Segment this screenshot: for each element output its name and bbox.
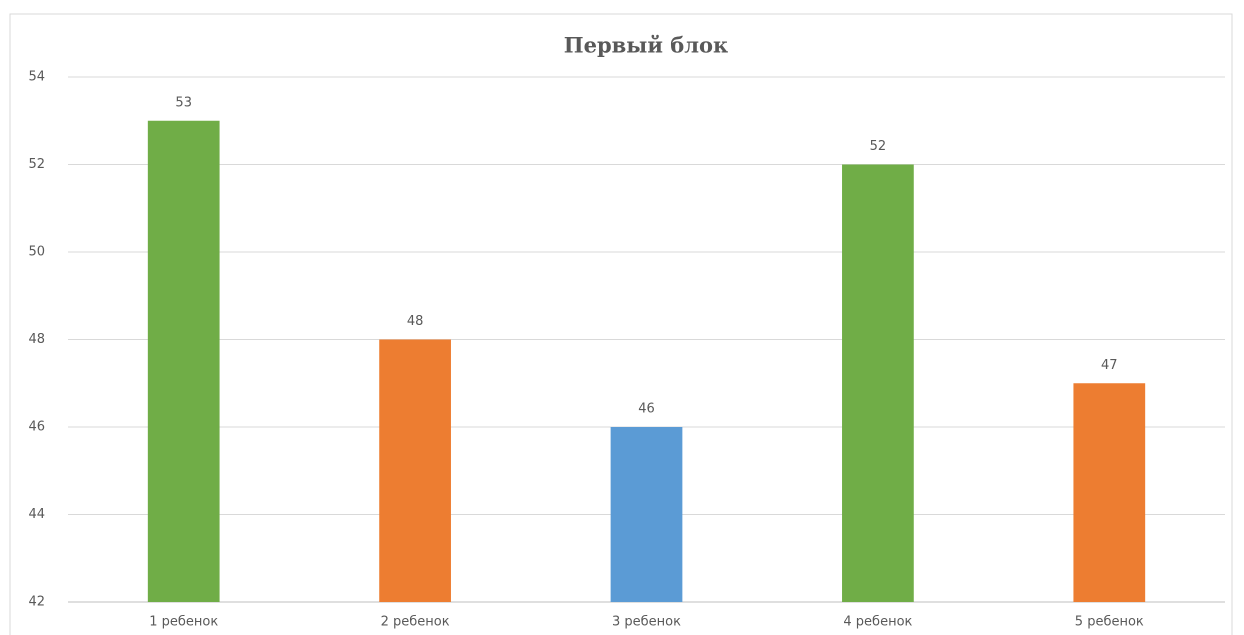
- x-tick-label: 3 ребенок: [612, 615, 681, 630]
- y-tick-label: 46: [28, 420, 45, 435]
- x-tick-label: 2 ребенок: [381, 615, 450, 630]
- data-label: 53: [175, 95, 192, 110]
- data-label: 46: [638, 402, 655, 417]
- bar: [842, 164, 914, 602]
- y-tick-label: 52: [28, 157, 45, 172]
- bar: [1073, 383, 1146, 602]
- y-tick-label: 48: [28, 332, 45, 347]
- data-label: 48: [407, 314, 424, 329]
- x-tick-label: 1 ребенок: [149, 615, 218, 630]
- bar: [147, 120, 220, 602]
- data-label: 52: [870, 139, 887, 154]
- chart-title: Первый блок: [564, 33, 728, 58]
- y-tick-label: 54: [28, 70, 45, 85]
- x-tick-label: 5 ребенок: [1075, 615, 1144, 630]
- bar: [379, 339, 451, 602]
- y-tick-label: 42: [28, 595, 45, 610]
- y-tick-label: 44: [28, 507, 45, 522]
- bar: [610, 427, 683, 602]
- data-label: 47: [1101, 358, 1118, 373]
- y-tick-label: 50: [28, 245, 45, 260]
- x-tick-label: 4 ребенок: [843, 615, 912, 630]
